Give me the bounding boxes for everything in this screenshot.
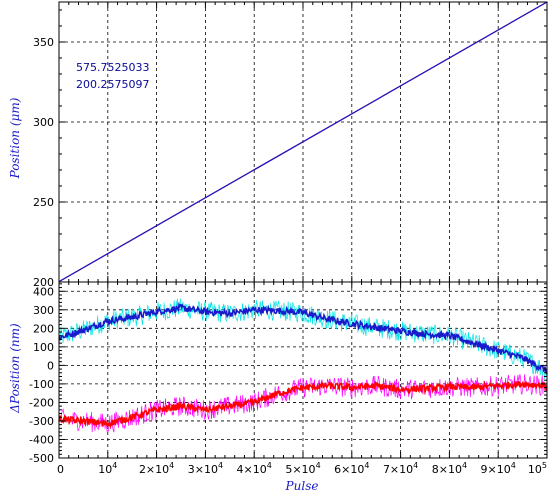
x-tick-label: 105 <box>528 461 547 476</box>
y-tick-label: 400 <box>33 285 54 298</box>
series-line <box>58 374 548 433</box>
series-group <box>58 1 548 283</box>
x-tick-label: 2×104 <box>139 461 174 476</box>
x-tick-label: 4×104 <box>237 461 272 476</box>
y-tick-label: 200 <box>33 276 54 289</box>
x-tick-label: 7×104 <box>383 461 418 476</box>
bottom-y-axis-title: ΔPosition (nm) <box>8 323 22 414</box>
y-tick-label: -300 <box>29 415 54 428</box>
series-line <box>58 301 548 374</box>
x-axis-title: Pulse <box>285 479 319 493</box>
x-tick-labels: 0 104 2×104 3×104 4×104 5×104 6×104 7×104 8×104 9… <box>57 461 547 476</box>
x-tick-label: 9×104 <box>481 461 516 476</box>
y-tick-label: 300 <box>33 116 54 129</box>
grid <box>59 282 547 458</box>
series-group <box>58 298 548 433</box>
y-tick-labels: 200 250 300 350 <box>33 36 54 289</box>
x-tick-label: 6×104 <box>334 461 369 476</box>
top-y-axis-title: Position (μm) <box>8 97 22 179</box>
x-tick-label: 5×104 <box>285 461 320 476</box>
x-tick-label: 8×104 <box>432 461 467 476</box>
y-tick-label: -400 <box>29 433 54 446</box>
top-panel: 200 250 300 350 <box>33 1 548 289</box>
y-tick-labels: -500 -400 -300 -200 -100 0 100 200 300 400 <box>29 285 54 465</box>
y-tick-label: -500 <box>29 452 54 465</box>
y-tick-label: 350 <box>33 36 54 49</box>
y-tick-label: 250 <box>33 196 54 209</box>
y-tick-label: -100 <box>29 378 54 391</box>
annotation-value-1: 575.7525033 <box>76 61 149 74</box>
bottom-panel: -500 -400 -300 -200 -100 0 100 200 300 400 0 104 2×1… <box>29 281 548 476</box>
y-tick-label: 0 <box>47 359 54 372</box>
ticks <box>58 282 548 459</box>
y-tick-label: -200 <box>29 396 54 409</box>
annotation-value-2: 200.2575097 <box>76 78 149 91</box>
series-line <box>58 380 548 429</box>
x-tick-label: 0 <box>57 463 64 476</box>
x-tick-label: 104 <box>98 461 117 476</box>
y-tick-label: 200 <box>33 322 54 335</box>
series-line <box>58 1 548 283</box>
y-tick-label: 100 <box>33 341 54 354</box>
x-tick-label: 3×104 <box>188 461 223 476</box>
ticks <box>58 2 548 283</box>
y-tick-label: 300 <box>33 304 54 317</box>
